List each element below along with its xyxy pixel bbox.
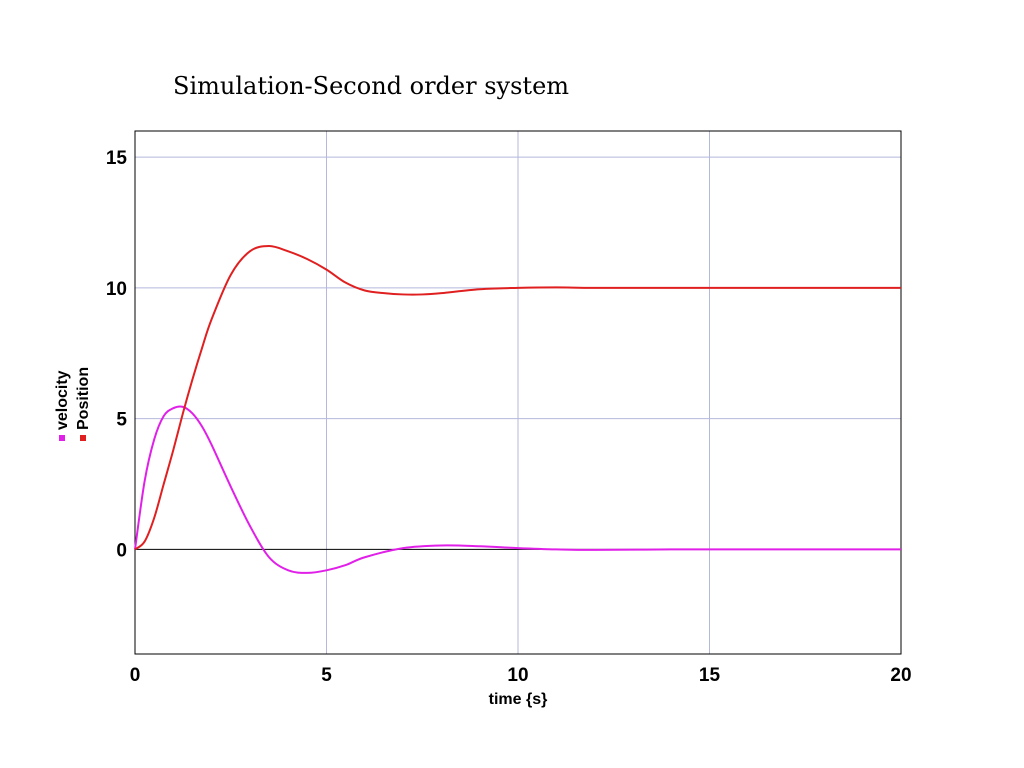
- grid-lines: [135, 131, 901, 654]
- series-line-velocity: [134, 405, 901, 574]
- x-tick-label: 15: [699, 665, 721, 686]
- slide-title: Simulation-Second order system: [173, 72, 570, 100]
- y-tick-label: 10: [106, 279, 127, 300]
- x-tick-label: 10: [507, 665, 528, 686]
- legend-swatch: [80, 435, 86, 441]
- legend-item-position: Position: [75, 367, 92, 441]
- series-layer: [134, 245, 901, 574]
- legend-swatch: [59, 435, 65, 441]
- x-tick-labels: 0 5 10 15 20: [130, 665, 912, 686]
- legend-label: velocity: [54, 370, 71, 430]
- x-axis-title: time {s}: [489, 691, 548, 708]
- x-tick-label: 0: [130, 665, 141, 686]
- y-tick-label: 5: [116, 410, 127, 431]
- legend-item-velocity: velocity: [54, 370, 71, 441]
- y-tick-label: 15: [106, 148, 128, 169]
- y-tick-label: 0: [116, 540, 127, 561]
- legend-label: Position: [75, 367, 92, 430]
- x-tick-label: 20: [890, 665, 911, 686]
- x-tick-label: 5: [321, 665, 332, 686]
- series-line-position: [134, 245, 901, 551]
- plot-frame: [134, 130, 902, 655]
- legend: velocity Position: [54, 367, 92, 441]
- y-tick-labels: 0 5 10 15: [106, 148, 128, 561]
